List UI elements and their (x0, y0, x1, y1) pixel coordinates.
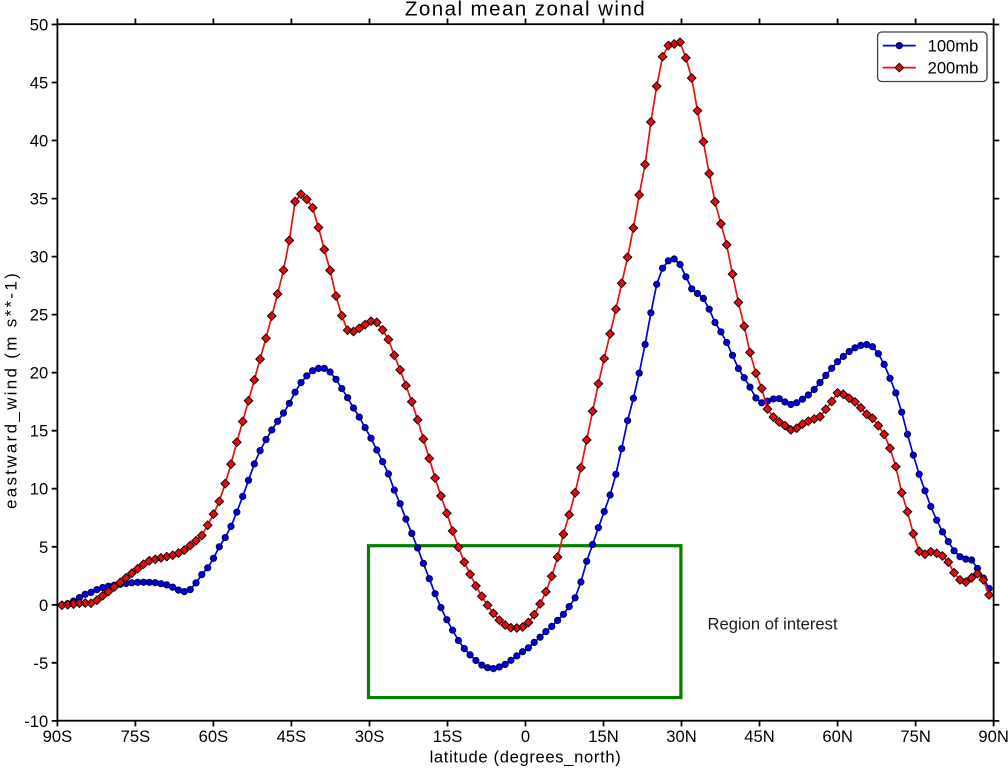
svg-text:15S: 15S (433, 727, 463, 746)
svg-text:50: 50 (30, 16, 48, 35)
svg-text:eastward_wind (m s**-1): eastward_wind (m s**-1) (2, 271, 21, 509)
svg-text:Region of interest: Region of interest (708, 615, 838, 634)
svg-text:200mb: 200mb (928, 59, 979, 78)
svg-text:25: 25 (30, 306, 48, 325)
svg-text:45: 45 (30, 74, 48, 93)
svg-text:75N: 75N (900, 727, 930, 746)
svg-text:Zonal mean zonal wind: Zonal mean zonal wind (405, 0, 646, 20)
svg-text:-10: -10 (24, 712, 48, 731)
svg-text:45S: 45S (277, 727, 307, 746)
svg-text:100mb: 100mb (928, 37, 979, 56)
svg-text:60N: 60N (822, 727, 852, 746)
svg-text:20: 20 (30, 364, 48, 383)
svg-text:5: 5 (39, 538, 48, 557)
svg-text:15: 15 (30, 422, 48, 441)
svg-text:30: 30 (30, 248, 48, 267)
svg-text:30S: 30S (355, 727, 385, 746)
svg-text:30N: 30N (666, 727, 696, 746)
svg-text:90S: 90S (43, 727, 73, 746)
svg-text:40: 40 (30, 132, 48, 151)
svg-text:35: 35 (30, 190, 48, 209)
svg-text:10: 10 (30, 480, 48, 499)
svg-text:0: 0 (39, 596, 48, 615)
svg-text:60S: 60S (199, 727, 229, 746)
svg-text:latitude (degrees_north): latitude (degrees_north) (430, 748, 622, 767)
svg-text:-5: -5 (33, 654, 48, 673)
svg-text:15N: 15N (588, 727, 618, 746)
svg-text:0: 0 (521, 727, 530, 746)
svg-text:90N: 90N (978, 727, 1008, 746)
svg-text:45N: 45N (744, 727, 774, 746)
svg-text:75S: 75S (121, 727, 151, 746)
